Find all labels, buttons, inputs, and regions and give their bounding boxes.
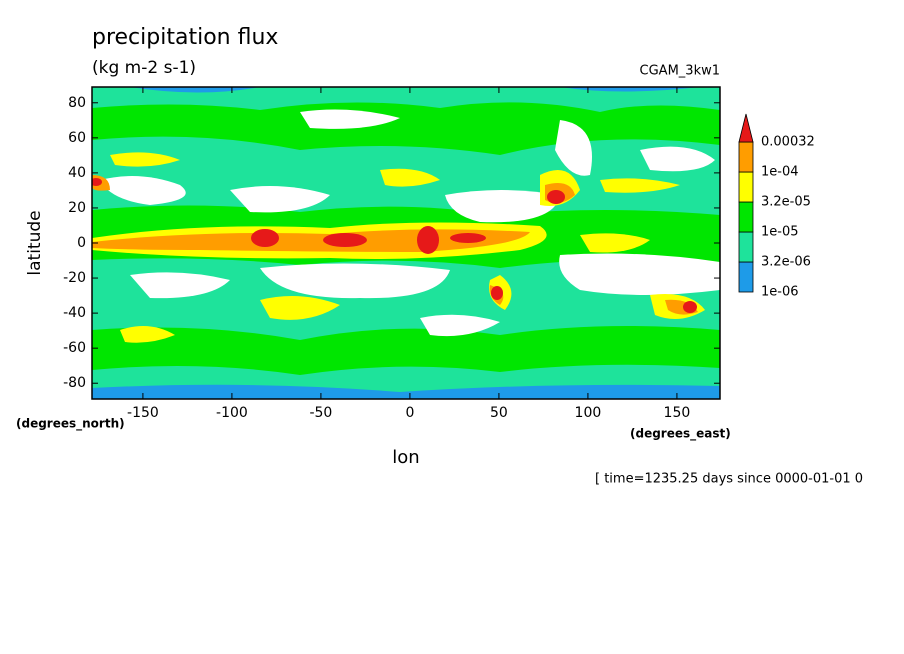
- contour-region: [683, 301, 697, 313]
- y-tick-label: 60: [68, 130, 86, 146]
- contour-region: [92, 258, 720, 340]
- colorbar-segment: [738, 201, 754, 233]
- contour-region: [100, 176, 186, 205]
- contour-region: [420, 314, 500, 337]
- x-tick-label: 0: [405, 405, 414, 421]
- x-tick-label: 50: [490, 405, 508, 421]
- x-tick-label: -150: [127, 405, 159, 421]
- y-tick-label: 20: [68, 200, 86, 216]
- colorbar-label: 0.00032: [761, 135, 815, 150]
- y-tick-label: -20: [63, 270, 86, 286]
- contour-region: [92, 178, 102, 186]
- contour-region: [450, 233, 486, 243]
- contour-region: [491, 286, 503, 300]
- colorbar-label: 1e-04: [761, 165, 799, 180]
- colorbar-label: 1e-06: [761, 285, 799, 300]
- colorbar-segment: [738, 141, 754, 173]
- x-axis-label: lon: [392, 447, 419, 468]
- colorbar-label: 3.2e-06: [761, 255, 811, 270]
- chart-subtitle: (kg m-2 s-1): [92, 58, 196, 78]
- contour-region: [300, 109, 400, 129]
- x-tick-label: -100: [216, 405, 248, 421]
- contour-region: [130, 272, 230, 299]
- y-tick-label: 40: [68, 165, 86, 181]
- y-axis-label: latitude: [25, 210, 45, 275]
- y-units: (degrees_north): [16, 417, 125, 432]
- colorbar-label: 1e-05: [761, 225, 799, 240]
- contour-region: [230, 186, 330, 213]
- contour-region: [445, 190, 560, 223]
- footer: [ time=1235.25 days since 0000-01-01 0: [595, 472, 863, 487]
- colorbar-segment: [738, 261, 754, 293]
- contour-region: [110, 152, 680, 193]
- colorbar-segment: [738, 171, 754, 203]
- contour-region: [323, 233, 367, 247]
- colorbar-label: 3.2e-05: [761, 195, 811, 210]
- contour-region: [417, 226, 439, 254]
- x-tick-label: 100: [575, 405, 602, 421]
- contour-region: [260, 263, 450, 299]
- contour-region: [92, 87, 720, 112]
- contour-region: [640, 146, 715, 172]
- x-tick-label: -50: [309, 405, 332, 421]
- contour-region: [547, 190, 565, 204]
- contour-field: [92, 87, 720, 399]
- y-tick-label: -60: [63, 340, 86, 356]
- contour-region: [555, 120, 592, 176]
- dataset-label: CGAM_3kw1: [640, 64, 720, 79]
- chart-title: precipitation flux: [92, 25, 278, 50]
- colorbar-segment: [738, 113, 754, 143]
- contour-region: [92, 384, 720, 399]
- contour-region: [559, 253, 720, 295]
- y-tick-label: 0: [77, 235, 86, 251]
- contour-region: [580, 233, 650, 253]
- x-tick-label: 150: [664, 405, 691, 421]
- colorbar-segment: [738, 231, 754, 263]
- y-tick-label: -40: [63, 305, 86, 321]
- y-tick-label: 80: [68, 95, 86, 111]
- x-units: (degrees_east): [630, 427, 731, 442]
- contour-region: [251, 229, 279, 247]
- y-tick-label: -80: [63, 375, 86, 391]
